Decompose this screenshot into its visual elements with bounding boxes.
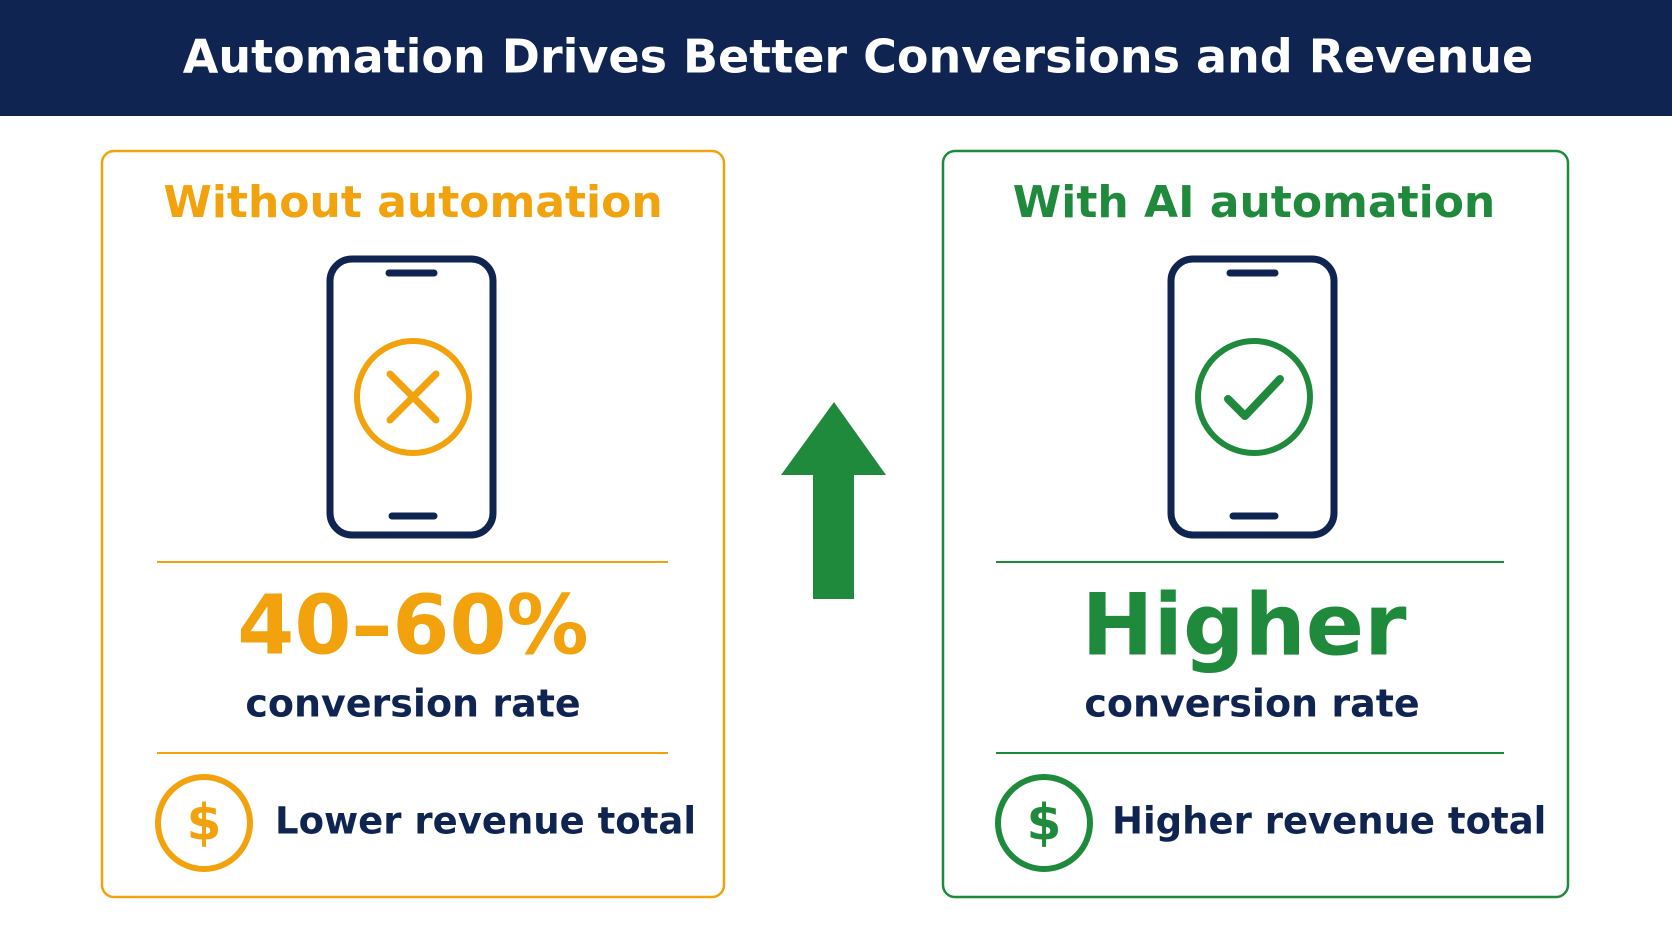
stat: Higher (1082, 575, 1408, 675)
up-arrow (781, 402, 886, 599)
dollar-symbol: $ (187, 794, 222, 852)
dollar-icon (155, 774, 253, 872)
panel-border (941, 149, 1570, 899)
stat-caption: conversion rate (1084, 682, 1419, 726)
revenue-text: Higher revenue total (1112, 800, 1546, 843)
panel-with: With AI automation Higher conversion rat… (941, 149, 1570, 899)
panel-heading: Without automation (163, 177, 662, 228)
dollar-symbol: $ (1027, 794, 1062, 852)
phone-icon (1167, 255, 1338, 539)
revenue-text: Lower revenue total (275, 800, 696, 843)
header-bar (0, 0, 1672, 116)
phone-icon (326, 255, 497, 539)
stat: 40–60% (237, 578, 588, 673)
header-title: Automation Drives Better Conversions and… (183, 30, 1534, 84)
stat-caption: conversion rate (245, 682, 580, 726)
panel-without: Without automation 40–60% conversion rat… (100, 149, 726, 899)
dollar-icon (995, 774, 1093, 872)
panel-border (100, 149, 726, 899)
panel-heading: With AI automation (1013, 177, 1496, 228)
